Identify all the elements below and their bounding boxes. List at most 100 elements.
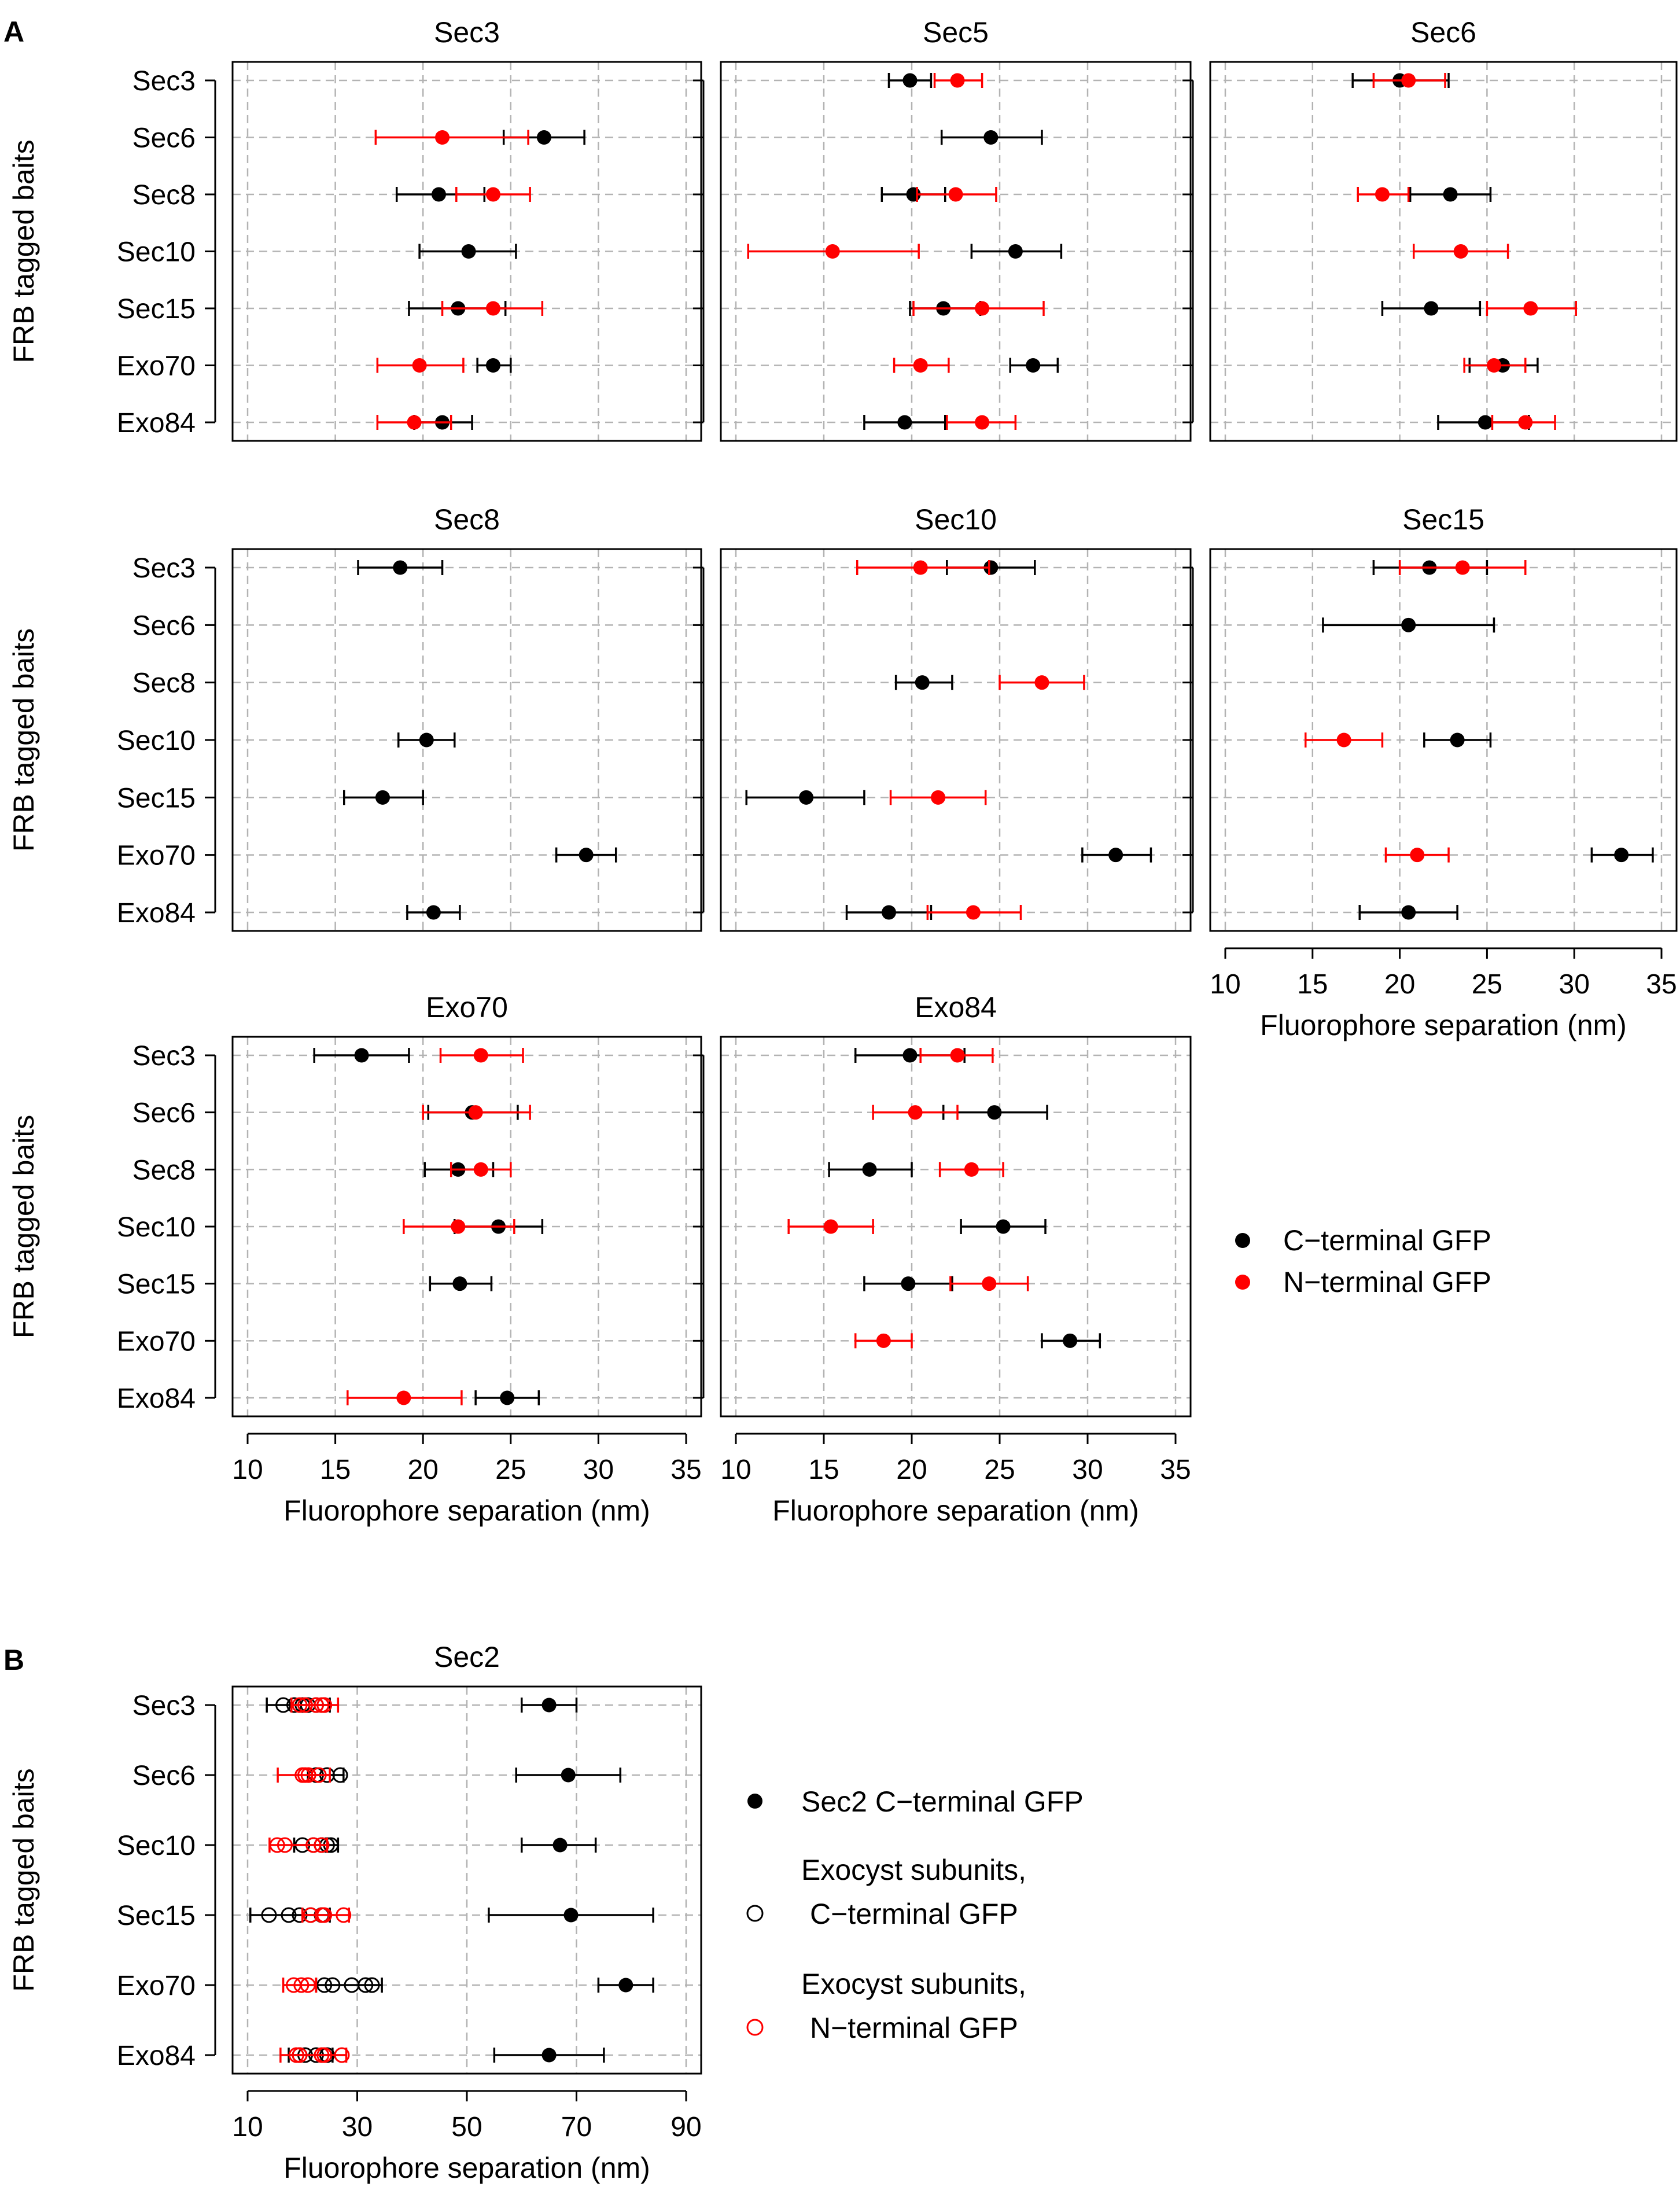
x-tick-label: 25: [495, 1455, 526, 1485]
legend-marker: [746, 1905, 764, 1922]
y-tick-label: Exo70: [117, 351, 196, 382]
x-tick-label: 30: [1072, 1455, 1103, 1485]
data-point-open: [334, 2047, 350, 2063]
series-n-terminal: [856, 560, 1085, 920]
data-point: [1443, 187, 1458, 202]
series-n-terminal: [374, 130, 544, 430]
data-point-open: [332, 1767, 348, 1783]
data-point: [987, 1105, 1002, 1120]
data-point: [902, 73, 918, 88]
data-point: [468, 1105, 483, 1120]
y-tick-label: Sec6: [132, 1761, 196, 1791]
plot-area: Sec3 Sec3 Sec6 Sec8 Sec10 Sec15 Exo70 Exo84 FRB …: [8, 16, 1678, 2184]
data-point: [913, 358, 928, 373]
x-tick-label: 25: [1472, 969, 1502, 1000]
y-tick-label: Sec3: [132, 1691, 196, 1721]
legend-label: Exocyst subunits, N−terminal GFP: [801, 1968, 1026, 2044]
legend-label: C−terminal GFP: [1283, 1224, 1491, 1257]
x-tick-label: 15: [808, 1455, 839, 1485]
data-point: [354, 1048, 369, 1063]
data-point-open: [300, 1977, 316, 1993]
x-tick-label: 15: [320, 1455, 351, 1485]
panel-sec8: Sec8 Sec3 Sec6 Sec8 Sec10 Sec15 Exo70 Exo84 FRB …: [8, 503, 702, 932]
legend-label-line: Exocyst subunits,: [801, 1968, 1026, 2000]
data-point-open: [336, 1907, 352, 1923]
panel-title: Exo84: [915, 991, 997, 1023]
x-axis-label: Fluorophore separation (nm): [283, 2152, 650, 2184]
data-point-open: [316, 1907, 333, 1923]
data-point-open: [292, 1697, 308, 1713]
series-n-terminal: [1357, 73, 1577, 430]
legend-label: Sec2 C−terminal GFP: [801, 1785, 1084, 1818]
legend-label-line: C−terminal GFP: [810, 1898, 1018, 1930]
panel-frame: [720, 1036, 1192, 1418]
series-c-terminal: [343, 560, 617, 920]
legend-label-line: Sec2 C−terminal GFP: [801, 1785, 1084, 1818]
data-point: [1450, 732, 1465, 748]
legend-marker: [1235, 1233, 1250, 1248]
data-point: [485, 301, 500, 316]
data-point: [983, 560, 999, 575]
legend-marker: [747, 1794, 762, 1809]
data-point: [1614, 848, 1629, 863]
series-c-terminal: [745, 560, 1152, 920]
data-point: [915, 675, 930, 690]
y-tick-label: Exo84: [117, 2041, 196, 2071]
series-n-terminal: [747, 73, 1045, 430]
y-tick-label: Sec10: [117, 1831, 196, 1861]
data-point-open: [275, 1697, 292, 1713]
data-point: [975, 301, 990, 316]
data-point-open: [269, 1837, 285, 1853]
data-point: [1410, 848, 1425, 863]
panel-exo70: Exo70 Sec3 Sec6 Sec8 Sec10 Sec15 Exo70 Exo84 FRB…: [8, 991, 702, 1527]
data-point: [485, 358, 500, 373]
legend-marker: [1235, 1275, 1250, 1290]
panel-sec5: Sec5: [693, 16, 1192, 442]
data-point-open: [305, 1837, 322, 1853]
series-c-terminal: [828, 1048, 1101, 1349]
panel-title: Sec10: [915, 503, 997, 536]
y-tick-label: Exo84: [117, 898, 196, 929]
data-point-open: [358, 1977, 374, 1993]
data-point: [1424, 301, 1439, 316]
data-point: [561, 1768, 576, 1783]
data-point-open: [364, 1977, 380, 1993]
y-tick-label: Sec6: [132, 123, 196, 154]
y-tick-label: Sec6: [132, 1098, 196, 1129]
y-axis-label: FRB tagged baits: [8, 628, 40, 852]
data-point-open: [281, 1907, 297, 1923]
data-point: [1455, 560, 1470, 575]
data-point-open: [316, 1697, 333, 1713]
data-point: [823, 1219, 838, 1234]
data-point-open: [311, 1767, 327, 1783]
y-axis-label: FRB tagged baits: [8, 1115, 40, 1338]
data-point: [982, 1276, 997, 1291]
y-tick-label: Exo84: [117, 1383, 196, 1414]
data-point: [393, 560, 408, 575]
data-point: [451, 1219, 466, 1234]
data-point: [426, 905, 441, 920]
data-point: [1034, 675, 1049, 690]
x-tick-label: 70: [561, 2112, 592, 2142]
x-tick-label: 30: [1559, 969, 1590, 1000]
legend-label: Exocyst subunits, C−terminal GFP: [801, 1854, 1026, 1930]
data-point: [541, 1698, 557, 1713]
series-c-terminal: [1322, 560, 1654, 920]
data-point: [375, 790, 390, 805]
panel-title: Sec6: [1410, 16, 1476, 49]
data-point: [964, 1162, 979, 1177]
data-point-open: [325, 1977, 341, 1993]
series-c-terminal: [863, 73, 1063, 430]
data-point: [902, 1048, 918, 1063]
data-point: [579, 848, 594, 863]
y-tick-label: Sec8: [132, 668, 196, 699]
data-point-open: [314, 1837, 330, 1853]
series-n-terminal: [1304, 560, 1527, 863]
legend-label: N−terminal GFP: [1283, 1266, 1491, 1298]
data-point: [966, 905, 981, 920]
y-tick-label: Sec15: [117, 1269, 196, 1300]
panel-sec3: Sec3 Sec3 Sec6 Sec8 Sec10 Sec15 Exo70 Exo84 FRB …: [8, 16, 702, 442]
x-tick-label: 20: [1384, 969, 1415, 1000]
x-tick-label: 20: [408, 1455, 439, 1485]
y-tick-label: Sec10: [117, 726, 196, 756]
